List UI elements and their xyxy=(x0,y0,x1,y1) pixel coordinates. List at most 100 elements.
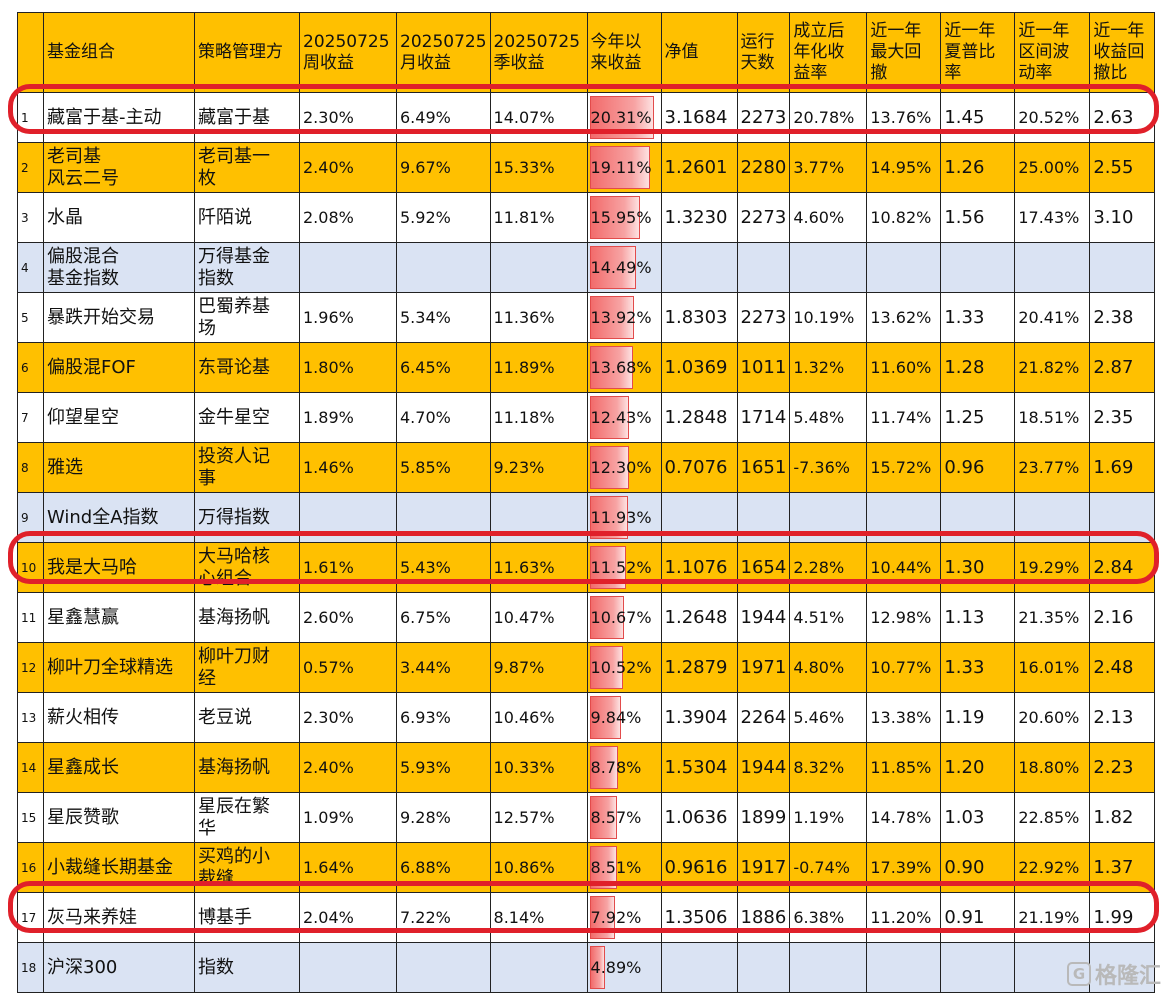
cell-index: 11 xyxy=(17,592,44,643)
cell-week-return: 2.30% xyxy=(299,92,397,143)
cell-nav: 0.9616 xyxy=(660,842,738,893)
cell-annualized-return: 4.51% xyxy=(789,592,868,643)
cell-return-drawdown-ratio: 2.48 xyxy=(1089,642,1156,693)
cell-fund-name: 雅选 xyxy=(43,442,195,493)
cell-week-return xyxy=(299,492,397,543)
cell-volatility: 25.00% xyxy=(1014,142,1091,193)
cell-quarter-return: 14.07% xyxy=(489,92,588,143)
cell-sharpe-ratio xyxy=(940,492,1016,543)
fund-ranking-table: 基金组合 策略管理方 20250725 周收益 20250725 月收益 2025072… xyxy=(17,12,1156,993)
watermark: G 格隆汇 xyxy=(1066,958,1161,990)
cell-manager: 阡陌说 xyxy=(194,192,300,243)
cell-quarter-return: 12.57% xyxy=(489,792,588,843)
cell-week-return: 1.89% xyxy=(299,392,397,443)
cell-quarter-return: 15.33% xyxy=(489,142,588,193)
cell-month-return: 6.88% xyxy=(396,842,491,893)
cell-fund-name: 老司基 风云二号 xyxy=(43,142,195,193)
cell-sharpe-ratio: 1.13 xyxy=(940,592,1016,643)
cell-return-drawdown-ratio xyxy=(1089,242,1156,293)
cell-fund-name: 我是大马哈 xyxy=(43,542,195,593)
cell-ytd-return: 8.78% xyxy=(586,742,662,793)
cell-volatility: 18.51% xyxy=(1014,392,1091,443)
ytd-data-bar xyxy=(589,696,621,739)
cell-week-return: 1.96% xyxy=(299,292,397,343)
cell-max-drawdown: 15.72% xyxy=(866,442,942,493)
cell-week-return: 2.04% xyxy=(299,892,397,943)
cell-return-drawdown-ratio: 1.37 xyxy=(1089,842,1156,893)
cell-sharpe-ratio: 0.90 xyxy=(940,842,1016,893)
cell-manager: 老司基一 枚 xyxy=(194,142,300,193)
cell-return-drawdown-ratio: 1.82 xyxy=(1089,792,1156,843)
cell-quarter-return: 10.33% xyxy=(489,742,588,793)
cell-max-drawdown xyxy=(866,242,942,293)
table-row: 13 薪火相传 老豆说 2.30% 6.93% 10.46% 9.84% 1.3904 2264… xyxy=(17,692,1156,743)
cell-max-drawdown: 13.76% xyxy=(866,92,942,143)
cell-max-drawdown: 10.77% xyxy=(866,642,942,693)
cell-ytd-return: 10.67% xyxy=(586,592,662,643)
cell-ytd-return: 14.49% xyxy=(586,242,662,293)
cell-nav: 1.2848 xyxy=(660,392,738,443)
cell-annualized-return xyxy=(789,242,868,293)
table-row: 5 暴跌开始交易 巴蜀养基 场 1.96% 5.34% 11.36% 13.92% 1.830… xyxy=(17,292,1156,343)
header-fund-name: 基金组合 xyxy=(43,12,195,93)
cell-run-days: 1651 xyxy=(736,442,791,493)
cell-ytd-return: 11.52% xyxy=(586,542,662,593)
cell-run-days: 1917 xyxy=(736,842,791,893)
cell-max-drawdown: 14.78% xyxy=(866,792,942,843)
ytd-data-bar xyxy=(589,446,629,489)
cell-week-return xyxy=(299,942,397,993)
cell-annualized-return: 1.19% xyxy=(789,792,868,843)
cell-volatility: 20.41% xyxy=(1014,292,1091,343)
cell-month-return: 6.93% xyxy=(396,692,491,743)
cell-quarter-return: 10.47% xyxy=(489,592,588,643)
cell-sharpe-ratio: 1.26 xyxy=(940,142,1016,193)
cell-index: 15 xyxy=(17,792,44,843)
ytd-value: 20.31% xyxy=(590,107,652,127)
cell-fund-name: 柳叶刀全球精选 xyxy=(43,642,195,693)
cell-quarter-return xyxy=(489,942,588,993)
cell-return-drawdown-ratio xyxy=(1089,942,1156,993)
cell-return-drawdown-ratio: 2.13 xyxy=(1089,692,1156,743)
watermark-text: 格隆汇 xyxy=(1094,964,1161,989)
ytd-value: 11.52% xyxy=(590,557,652,577)
table-row: 9 Wind全A指数 万得指数 11.93% xyxy=(17,492,1156,543)
cell-week-return: 1.64% xyxy=(299,842,397,893)
ytd-data-bar xyxy=(589,796,617,839)
header-nav: 净值 xyxy=(660,12,738,93)
cell-nav xyxy=(660,492,738,543)
cell-index: 2 xyxy=(17,142,44,193)
cell-month-return: 4.70% xyxy=(396,392,491,443)
cell-index: 5 xyxy=(17,292,44,343)
table-body: 1 藏富于基-主动 藏富于基 2.30% 6.49% 14.07% 20.31% 3.1684… xyxy=(17,92,1156,993)
cell-annualized-return: -7.36% xyxy=(789,442,868,493)
ytd-data-bar xyxy=(589,596,624,639)
cell-ytd-return: 20.31% xyxy=(586,92,662,143)
cell-return-drawdown-ratio: 2.16 xyxy=(1089,592,1156,643)
cell-ytd-return: 8.51% xyxy=(586,842,662,893)
table-row: 10 我是大马哈 大马哈核 心组合 1.61% 5.43% 11.63% 11.52% 1.1… xyxy=(17,542,1156,593)
cell-sharpe-ratio: 1.19 xyxy=(940,692,1016,743)
table-header-row: 基金组合 策略管理方 20250725 周收益 20250725 月收益 2025072… xyxy=(17,12,1156,93)
cell-manager: 万得指数 xyxy=(194,492,300,543)
cell-annualized-return: 5.46% xyxy=(789,692,868,743)
cell-sharpe-ratio: 1.25 xyxy=(940,392,1016,443)
cell-fund-name: 偏股混FOF xyxy=(43,342,195,393)
cell-volatility: 19.29% xyxy=(1014,542,1091,593)
cell-week-return: 0.57% xyxy=(299,642,397,693)
cell-quarter-return: 10.46% xyxy=(489,692,588,743)
cell-week-return: 1.61% xyxy=(299,542,397,593)
cell-quarter-return: 11.63% xyxy=(489,542,588,593)
cell-month-return: 5.34% xyxy=(396,292,491,343)
cell-fund-name: 藏富于基-主动 xyxy=(43,92,195,143)
cell-week-return: 1.46% xyxy=(299,442,397,493)
ytd-data-bar xyxy=(589,746,618,789)
cell-annualized-return: 5.48% xyxy=(789,392,868,443)
table-row: 11 星鑫慧赢 基海扬帆 2.60% 6.75% 10.47% 10.67% 1.2648 19… xyxy=(17,592,1156,643)
cell-nav: 0.7076 xyxy=(660,442,738,493)
cell-return-drawdown-ratio: 2.23 xyxy=(1089,742,1156,793)
cell-fund-name: 星辰赞歌 xyxy=(43,792,195,843)
ytd-data-bar xyxy=(589,346,633,389)
cell-fund-name: Wind全A指数 xyxy=(43,492,195,543)
cell-nav: 1.3230 xyxy=(660,192,738,243)
ytd-data-bar xyxy=(589,246,636,289)
